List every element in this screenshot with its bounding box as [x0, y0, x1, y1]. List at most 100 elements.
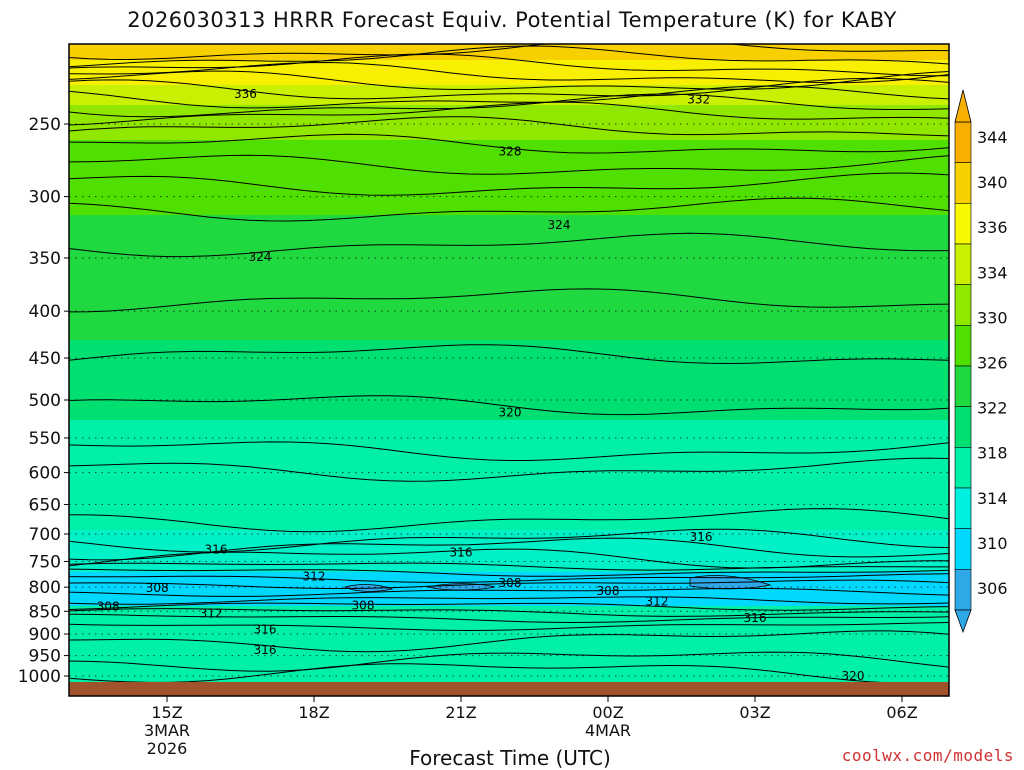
svg-text:316: 316 [450, 545, 473, 559]
colorbar-label: 326 [977, 354, 1008, 373]
contour-line [69, 154, 949, 175]
x-tick-label: 06Z [886, 703, 917, 722]
colorbar-segment [954, 569, 972, 611]
svg-text:312: 312 [303, 570, 326, 584]
colorbar-segment [954, 447, 972, 489]
x-tick-label: 18Z [298, 703, 329, 722]
colorbar-segment [954, 121, 972, 163]
contour-line [69, 93, 949, 118]
contour-line [69, 53, 949, 77]
svg-text:320: 320 [499, 406, 522, 420]
colorbar-segment [954, 528, 972, 570]
colorbar-segment [954, 487, 972, 529]
contour-line [69, 133, 949, 154]
contour-line [69, 508, 949, 533]
y-tick-label: 850 [29, 602, 61, 622]
colorbar-bottom-arrow [954, 609, 972, 634]
colorbar-label: 322 [977, 399, 1008, 418]
contour-line [69, 395, 949, 416]
svg-text:312: 312 [646, 594, 669, 608]
contour-line [69, 101, 949, 126]
y-tick-label: 700 [29, 525, 61, 545]
contour-label: 320 [499, 406, 522, 420]
colorbar-top-arrow [954, 89, 972, 123]
x-tick-sublabel: 4MAR [585, 721, 631, 740]
colorbar-segment [954, 325, 972, 367]
y-tick-label: 500 [29, 391, 61, 411]
colorbar-label: 336 [977, 218, 1008, 237]
contour-line [69, 232, 949, 258]
contour-line [69, 579, 949, 589]
contour-line [69, 651, 949, 672]
colorbar-label: 340 [977, 173, 1008, 192]
contour-label: 328 [499, 145, 522, 159]
colorbar-label: 334 [977, 263, 1008, 282]
svg-text:308: 308 [597, 584, 620, 598]
y-tick-label: 950 [29, 647, 61, 667]
contour-labels: 336 332 328 324 324 320 316 316 316 312 308 308 308 3… [97, 87, 865, 683]
contour-line [69, 45, 949, 68]
colorbar: 344 340 336 334 330 326 322 318 314 310 306 [954, 89, 1008, 634]
svg-text:332: 332 [687, 92, 710, 106]
contour-line [69, 85, 949, 109]
x-tick-label: 15Z [151, 703, 182, 722]
colorbar-label: 306 [977, 579, 1008, 598]
contour-label: 336 [234, 87, 257, 101]
color-band [69, 420, 949, 530]
contour-label: 312 [200, 607, 223, 621]
y-tick-label: 400 [29, 302, 61, 322]
contour-line [69, 116, 949, 137]
svg-text:336: 336 [234, 87, 257, 101]
svg-text:308: 308 [499, 576, 522, 590]
color-bands [69, 44, 949, 696]
contour-line [69, 344, 949, 365]
y-tick-label: 800 [29, 578, 61, 598]
svg-text:308: 308 [352, 599, 375, 613]
x-tick-sublabel: 3MAR [144, 721, 190, 740]
y-tick-label: 300 [29, 188, 61, 208]
contour-line [69, 44, 949, 61]
contour-line [69, 457, 949, 482]
contour-label: 316 [254, 623, 277, 637]
svg-text:316: 316 [690, 530, 713, 544]
contour-label: 312 [303, 570, 326, 584]
contour-line [69, 613, 949, 624]
contour-line [69, 630, 949, 653]
contour-label: 316 [690, 530, 713, 544]
x-tick-label: 21Z [445, 703, 476, 722]
colorbar-segment [954, 406, 972, 448]
svg-text:316: 316 [744, 611, 767, 625]
colorbar-label: 314 [977, 489, 1008, 508]
ground-strip [69, 682, 949, 696]
x-tick-sublabel: 2026 [147, 739, 188, 758]
contour-label: 324 [249, 250, 272, 264]
colorbar-label: 344 [977, 128, 1008, 147]
contour-line [69, 537, 949, 561]
contour-line [69, 77, 949, 100]
colorbar-label: 318 [977, 444, 1008, 463]
y-tick-label: 1000 [18, 667, 61, 687]
contour-line [69, 663, 949, 684]
svg-text:328: 328 [499, 145, 522, 159]
contour-line [69, 608, 949, 617]
x-axis-title: Forecast Time (UTC) [409, 746, 611, 770]
contour-line [69, 562, 949, 571]
color-band [69, 105, 949, 140]
contour-label: 308 [97, 600, 120, 614]
color-band [69, 215, 949, 340]
color-band [69, 60, 949, 85]
contour-line [69, 288, 949, 313]
colorbar-label: 330 [977, 308, 1008, 327]
contour-line [69, 587, 949, 597]
contour-line [69, 602, 949, 611]
svg-text:320: 320 [842, 669, 865, 683]
colorbar-segment [954, 243, 972, 285]
color-band [69, 140, 949, 215]
contour-lines [69, 44, 949, 684]
y-tick-label: 550 [29, 429, 61, 449]
y-tick-label: 900 [29, 625, 61, 645]
svg-text:308: 308 [146, 581, 169, 595]
contour-label: 316 [254, 643, 277, 657]
